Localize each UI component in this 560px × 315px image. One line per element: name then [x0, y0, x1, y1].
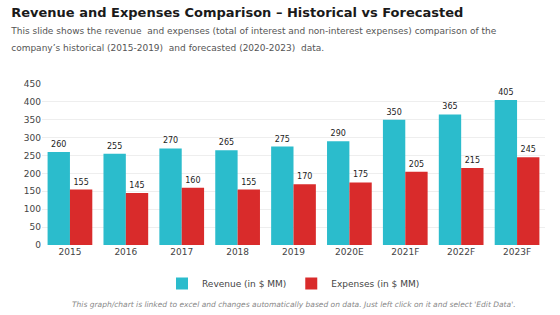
- svg-text:This graph/chart is linked to: This graph/chart is linked to excel and …: [72, 300, 516, 309]
- svg-text:255: 255: [107, 142, 122, 151]
- svg-text:405: 405: [498, 88, 513, 97]
- svg-text:2015: 2015: [58, 247, 81, 257]
- svg-text:450: 450: [24, 79, 41, 89]
- svg-text:270: 270: [163, 136, 178, 145]
- svg-text:2018: 2018: [226, 247, 249, 257]
- svg-text:300: 300: [24, 133, 41, 143]
- svg-text:145: 145: [129, 181, 144, 190]
- svg-text:Revenue and Expenses Compariso: Revenue and Expenses Comparison – Histor…: [10, 5, 497, 53]
- svg-text:2023F: 2023F: [503, 247, 531, 257]
- svg-text:160: 160: [185, 176, 200, 185]
- svg-text:155: 155: [73, 178, 88, 187]
- svg-text:150: 150: [24, 186, 41, 196]
- svg-text:205: 205: [409, 160, 424, 169]
- svg-text:290: 290: [331, 129, 346, 138]
- svg-text:260: 260: [51, 140, 66, 149]
- svg-text:2019: 2019: [282, 247, 305, 257]
- svg-text:100: 100: [24, 204, 41, 214]
- svg-text:0: 0: [35, 240, 41, 250]
- svg-text:Revenue (in $ MM): Revenue (in $ MM): [202, 279, 286, 289]
- svg-text:2020E: 2020E: [335, 247, 364, 257]
- svg-text:350: 350: [24, 115, 41, 125]
- svg-text:215: 215: [465, 156, 480, 165]
- svg-text:350: 350: [386, 108, 401, 117]
- svg-text:155: 155: [241, 178, 256, 187]
- svg-text:50: 50: [30, 222, 42, 232]
- svg-text:400: 400: [24, 97, 41, 107]
- svg-text:2021F: 2021F: [391, 247, 419, 257]
- svg-text:250: 250: [24, 151, 41, 161]
- svg-text:365: 365: [442, 102, 457, 111]
- svg-text:2022F: 2022F: [447, 247, 475, 257]
- svg-text:175: 175: [353, 170, 368, 179]
- svg-text:170: 170: [297, 172, 312, 181]
- svg-text:Expenses (in $ MM): Expenses (in $ MM): [331, 279, 419, 289]
- svg-text:200: 200: [24, 169, 41, 179]
- svg-text:275: 275: [275, 135, 290, 144]
- svg-text:265: 265: [219, 138, 234, 147]
- svg-text:245: 245: [521, 145, 536, 154]
- svg-text:2017: 2017: [170, 247, 193, 257]
- svg-text:2016: 2016: [114, 247, 137, 257]
